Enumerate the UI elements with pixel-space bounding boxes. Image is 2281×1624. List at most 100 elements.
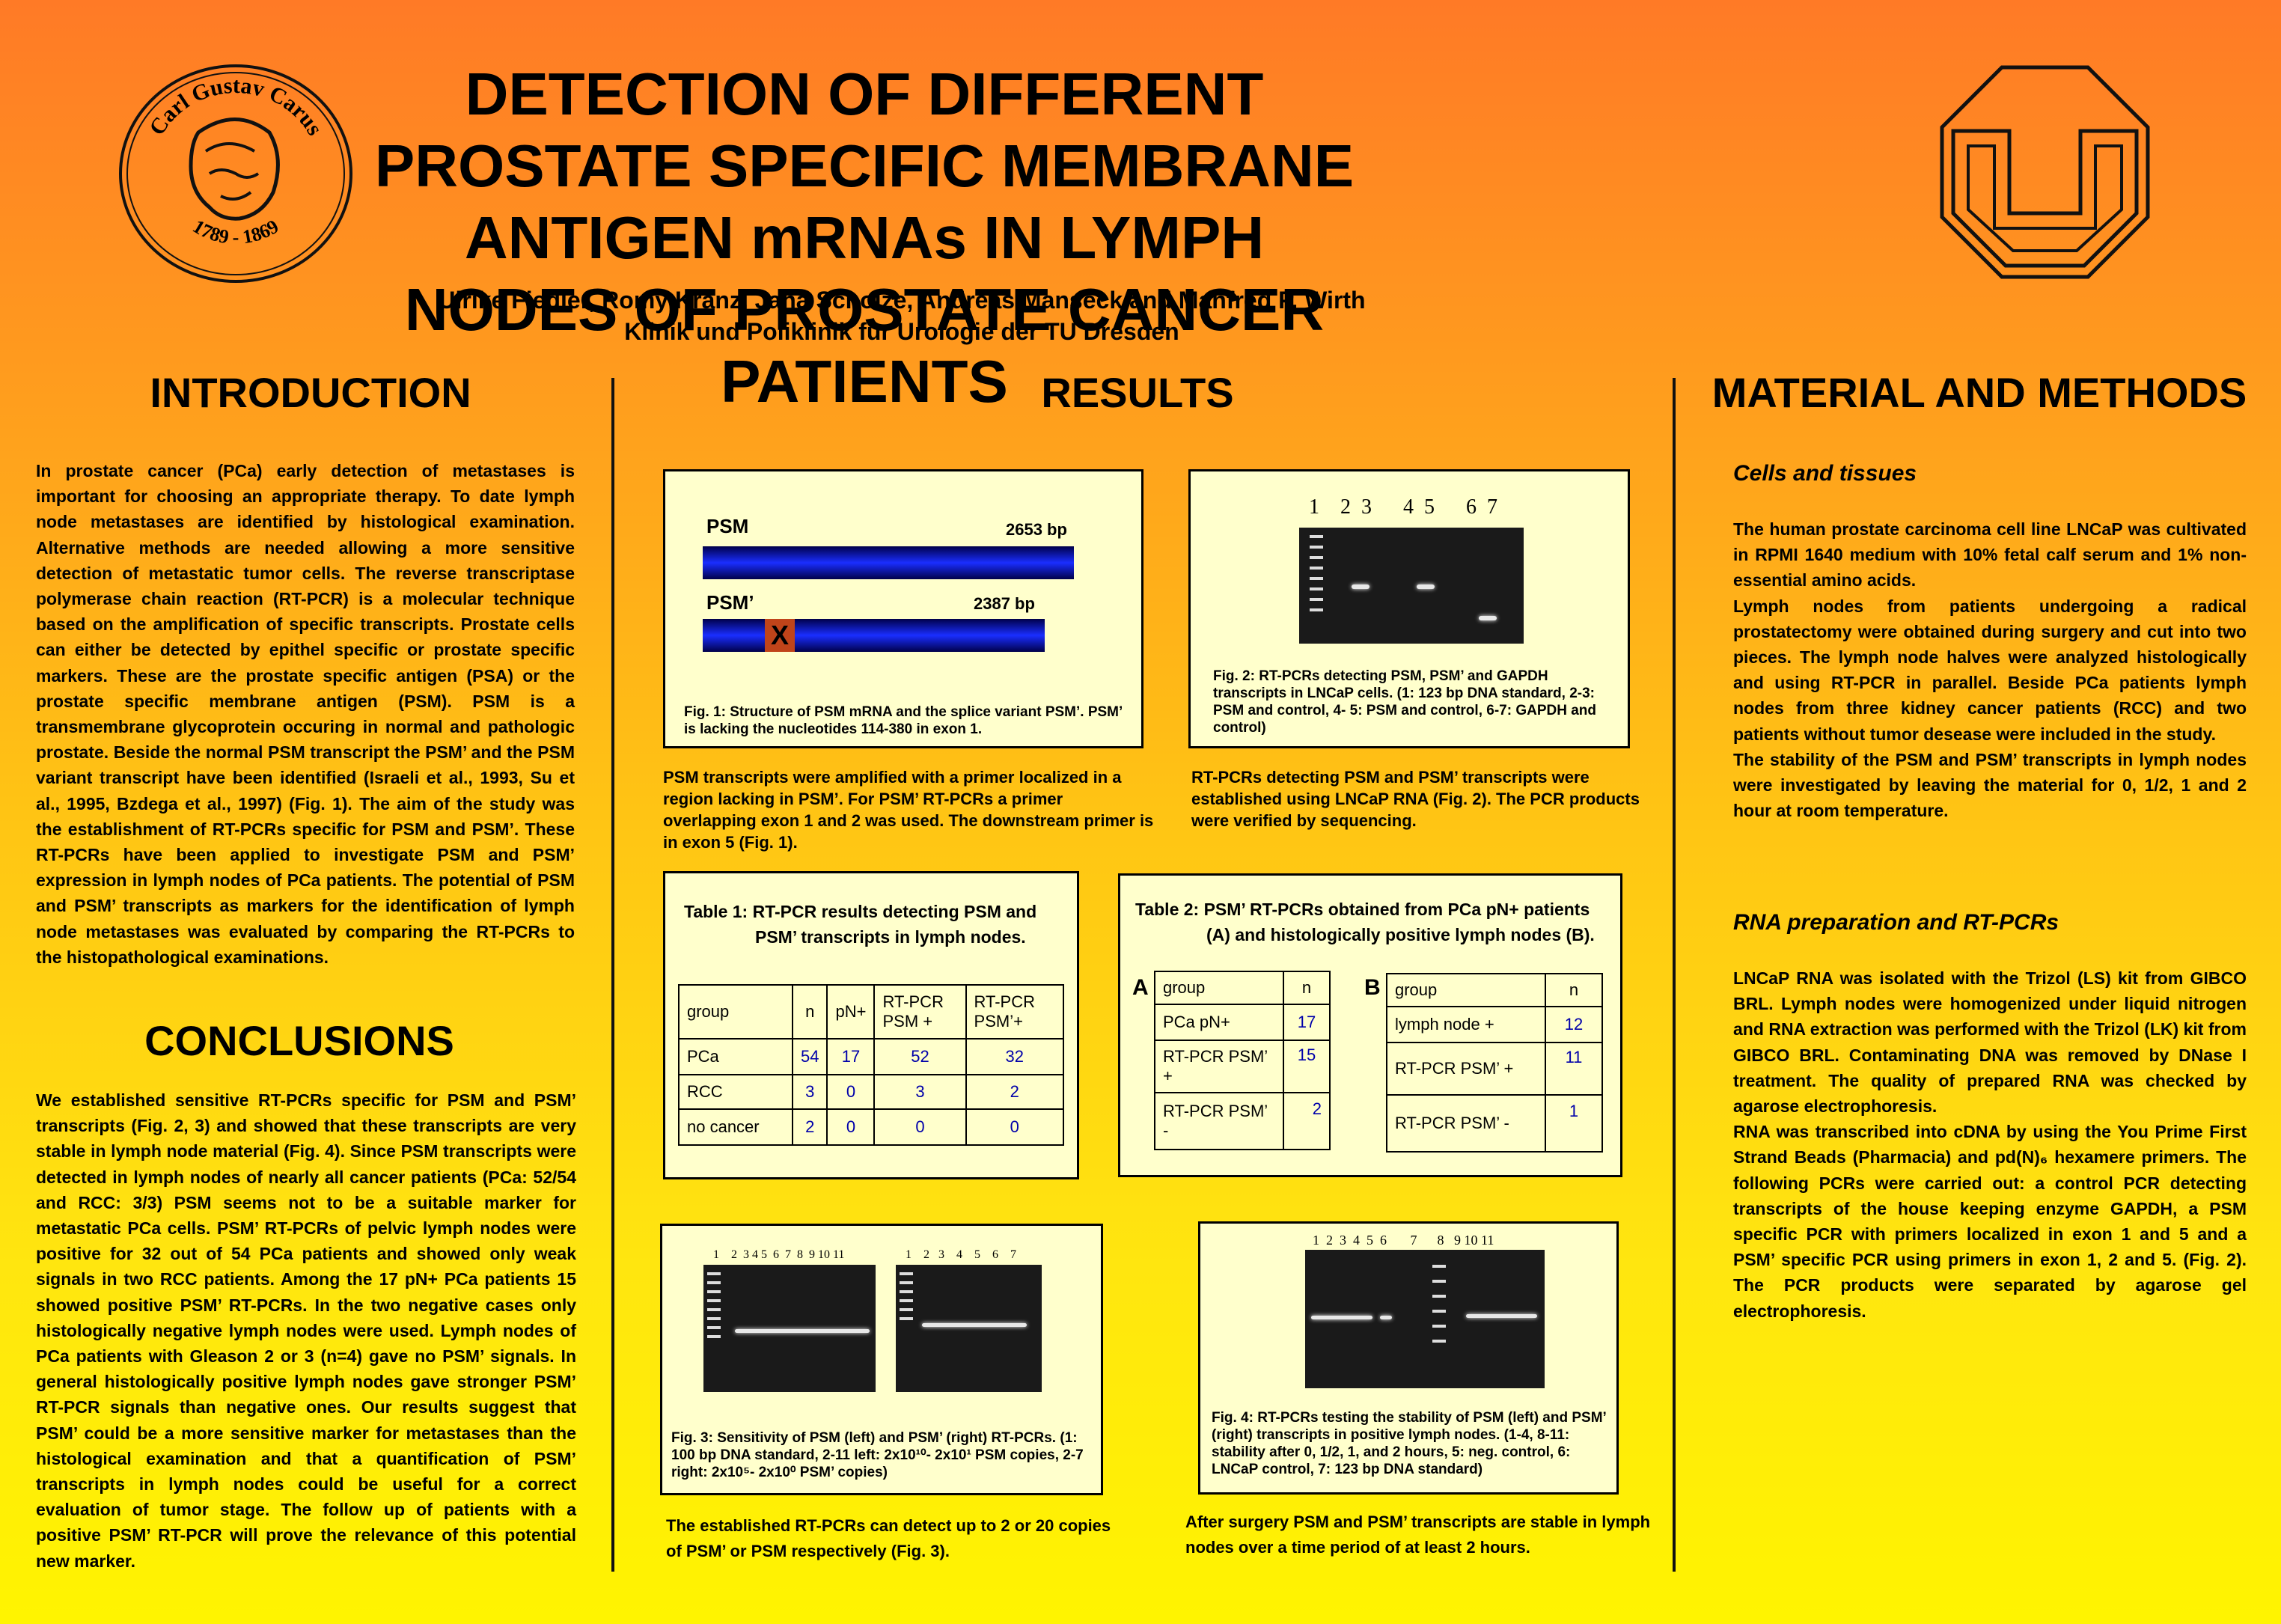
methods-text: Lymph nodes from patients undergoing a r… — [1733, 596, 2247, 744]
results-heading: RESULTS — [1041, 369, 1234, 416]
psm-bp: 2653 bp — [1006, 520, 1067, 539]
table-2-label-a: A — [1132, 975, 1149, 1000]
methods-text-block-1: The human prostate carcinoma cell line L… — [1733, 516, 2247, 823]
introduction-text: In prostate cancer (PCa) early detection… — [36, 461, 575, 967]
table-cell: PCa — [678, 1038, 793, 1075]
psmp-bar — [703, 619, 1045, 652]
author-block: Ulrike Fiedler, Romy Kranz, Jana Scholze… — [419, 284, 1384, 347]
table-row: RT-PCR PSM’ + 15 — [1154, 1040, 1331, 1093]
table-cell: 1 — [1545, 1094, 1603, 1153]
column-divider-left — [611, 378, 614, 1572]
table-cell: 3 — [791, 1074, 828, 1110]
table-cell: RT-PCR PSM’ - — [1154, 1092, 1284, 1150]
methods-text: The stability of the PSM and PSM’ transc… — [1733, 749, 2247, 821]
table-row: no cancer 2 0 0 0 — [678, 1108, 1065, 1146]
table-1-header: pN+ — [826, 984, 876, 1040]
table-cell: 17 — [826, 1038, 876, 1075]
psmp-bp: 2387 bp — [974, 594, 1035, 613]
table-row: lymph node + 12 — [1386, 1006, 1603, 1043]
table-cell: lymph node + — [1386, 1006, 1546, 1043]
table-2a-header: group — [1154, 971, 1284, 1005]
fig3-lanes-left: 1 2 3 4 5 6 7 8 9 10 11 — [713, 1248, 845, 1261]
table-1-header: n — [791, 984, 828, 1040]
introduction-heading: INTRODUCTION — [150, 369, 471, 416]
psm-bar — [703, 546, 1074, 579]
table-2b-header: group — [1386, 973, 1546, 1007]
poster-title: DETECTION OF DIFFERENT PROSTATE SPECIFIC… — [374, 61, 1355, 415]
methods-heading: MATERIAL AND METHODS — [1711, 369, 2247, 416]
table-row: RT-PCR PSM’ - 1 — [1386, 1094, 1603, 1153]
table-cell: 32 — [965, 1038, 1065, 1075]
table-2-label-b: B — [1364, 975, 1381, 1000]
table-cell: RT-PCR PSM’ + — [1154, 1040, 1284, 1093]
table-cell: 2 — [791, 1108, 828, 1146]
fig3-gel-right — [896, 1265, 1042, 1392]
fig4-gel — [1305, 1250, 1545, 1388]
table-cell: 0 — [873, 1108, 967, 1146]
table-cell: 54 — [791, 1038, 828, 1075]
conclusions-text: We established sensitive RT-PCRs specifi… — [36, 1090, 576, 1571]
psmp-label: PSM’ — [706, 591, 754, 614]
table-2b-header-row: group n — [1386, 973, 1603, 1007]
figure-1: PSM 2653 bp PSM’ 2387 bp X Fig. 1: Struc… — [663, 469, 1143, 748]
table-cell: 2 — [1283, 1092, 1331, 1150]
table-cell: RCC — [678, 1074, 793, 1110]
table-cell: RT-PCR PSM’ - — [1386, 1094, 1546, 1153]
methods-text: RNA was transcribed into cDNA by using t… — [1733, 1122, 2247, 1321]
table-2a: group n PCa pN+ 17 RT-PCR PSM’ + 15 RT-P… — [1154, 971, 1331, 1150]
figure-1-caption: Fig. 1: Structure of PSM mRNA and the sp… — [684, 704, 1123, 737]
table-1-header: group — [678, 984, 793, 1040]
fig3-lanes-right: 1 2 3 4 5 6 7 — [906, 1248, 1016, 1261]
table-1-title-line2: PSM’ transcripts in lymph nodes. — [755, 927, 1026, 947]
table-row: RCC 3 0 3 2 — [678, 1074, 1065, 1110]
authors: Ulrike Fiedler, Romy Kranz, Jana Scholze… — [438, 287, 1366, 314]
tu-dresden-logo — [1938, 64, 2152, 281]
table-cell: 0 — [826, 1074, 876, 1110]
table-cell: PCa pN+ — [1154, 1004, 1284, 1041]
figure-2: 1 2 3 4 5 6 7 Fig. 2: RT-PCRs detecting … — [1188, 469, 1630, 748]
figure-4-caption: Fig. 4: RT-PCRs testing the stability of… — [1212, 1410, 1606, 1477]
carus-logo: Carl Gustav Carus 1789 - 1869 — [116, 61, 355, 286]
fig4-lane-numbers: 1 2 3 4 5 6 7 8 9 10 11 — [1313, 1233, 1494, 1248]
table-cell: 17 — [1283, 1004, 1331, 1041]
figure-1-text: PSM transcripts were amplified with a pr… — [663, 768, 1154, 852]
table-cell: RT-PCR PSM’ + — [1386, 1042, 1546, 1096]
table-row: PCa 54 17 52 32 — [678, 1038, 1065, 1075]
table-1-box: Table 1: RT-PCR results detecting PSM an… — [663, 871, 1079, 1179]
figure-2-text: RT-PCRs detecting PSM and PSM’ transcrip… — [1191, 768, 1640, 830]
affiliation: Klinik und Poliklinik für Urologie der T… — [624, 318, 1179, 345]
table-1-header: RT-PCR PSM + — [873, 984, 967, 1040]
table-cell: 2 — [965, 1074, 1065, 1110]
methods-text: The human prostate carcinoma cell line L… — [1733, 519, 2247, 590]
table-2-box: Table 2: PSM’ RT-PCRs obtained from PCa … — [1118, 873, 1622, 1177]
table-2-title-line1: Table 2: PSM’ RT-PCRs obtained from PCa … — [1135, 900, 1590, 919]
table-cell: 15 — [1283, 1040, 1331, 1093]
table-row: RT-PCR PSM’ - 2 — [1154, 1092, 1331, 1150]
conclusions-heading: CONCLUSIONS — [144, 1017, 454, 1064]
figure-3-text: The established RT-PCRs can detect up to… — [666, 1516, 1111, 1560]
table-cell: no cancer — [678, 1108, 793, 1146]
table-2a-header: n — [1283, 971, 1331, 1005]
methods-text-block-2: LNCaP RNA was isolated with the Trizol (… — [1733, 965, 2247, 1324]
table-row: PCa pN+ 17 — [1154, 1004, 1331, 1041]
table-2a-header-row: group n — [1154, 971, 1331, 1005]
methods-text: LNCaP RNA was isolated with the Trizol (… — [1733, 968, 2247, 1117]
table-cell: 0 — [965, 1108, 1065, 1146]
table-2b-header: n — [1545, 973, 1603, 1007]
table-cell: 12 — [1545, 1006, 1603, 1043]
table-1-title-line1: Table 1: RT-PCR results detecting PSM an… — [684, 902, 1037, 921]
table-cell: 52 — [873, 1038, 967, 1075]
figure-3-caption: Fig. 3: Sensitivity of PSM (left) and PS… — [671, 1430, 1084, 1480]
figure-4: 1 2 3 4 5 6 7 8 9 10 11 Fig. 4: RT-PCRs … — [1198, 1221, 1619, 1495]
fig2-gel — [1299, 528, 1524, 644]
fig3-gel-left — [703, 1265, 876, 1392]
table-2-title-line2: (A) and histologically positive lymph no… — [1206, 925, 1595, 944]
table-cell: 3 — [873, 1074, 967, 1110]
table-1-header-row: group n pN+ RT-PCR PSM + RT-PCR PSM’+ — [678, 984, 1065, 1040]
table-1: group n pN+ RT-PCR PSM + RT-PCR PSM’+ PC… — [678, 984, 1065, 1146]
figure-4-text: After surgery PSM and PSM’ transcripts a… — [1185, 1512, 1651, 1557]
table-cell: 0 — [826, 1108, 876, 1146]
methods-subheading-cells: Cells and tissues — [1733, 461, 1917, 486]
deletion-mark: X — [765, 619, 795, 652]
fig2-lane-numbers: 1 2 3 4 5 6 7 — [1309, 495, 1497, 519]
